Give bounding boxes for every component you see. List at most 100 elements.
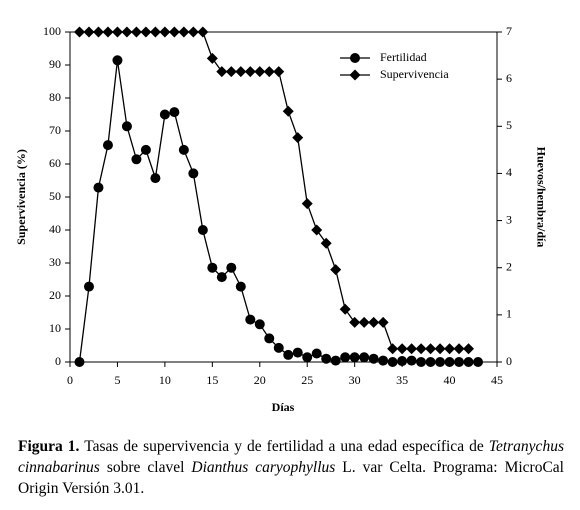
data-point	[406, 355, 417, 366]
chart: Días Supervivencia (%) Huevos/hembra/día…	[14, 24, 549, 414]
y2-tick-label: 0	[506, 354, 512, 368]
data-point	[444, 357, 455, 367]
data-point	[245, 314, 256, 325]
data-point	[197, 26, 209, 38]
data-point	[197, 225, 208, 235]
y-tick-label: 0	[55, 354, 61, 368]
legend-label: Supervivencia	[380, 67, 449, 81]
data-point	[321, 353, 332, 364]
data-point	[149, 26, 161, 38]
data-point	[311, 348, 322, 359]
caption-species: Dianthus caryophyllus	[191, 459, 336, 476]
data-point	[83, 281, 94, 292]
caption-text: sobre clavel	[99, 459, 192, 476]
data-point	[187, 26, 199, 38]
data-point	[159, 26, 171, 38]
data-point	[216, 272, 227, 283]
data-point	[178, 144, 189, 155]
data-point	[130, 26, 142, 38]
data-point	[435, 357, 446, 367]
data-point	[387, 357, 398, 367]
data-point	[368, 353, 379, 364]
data-point	[207, 262, 218, 273]
data-point	[397, 356, 408, 367]
data-point	[301, 198, 313, 210]
caption-text: L. var Celta. Programa: MicroCal Origin …	[18, 459, 564, 497]
data-point	[131, 154, 142, 165]
y-tick-label: 20	[49, 288, 61, 302]
x-tick-label: 20	[254, 373, 266, 387]
y-tick-label: 30	[49, 255, 61, 269]
x-tick-label: 15	[206, 373, 218, 387]
y-tick-label: 60	[49, 156, 61, 170]
y-tick-label: 90	[49, 57, 61, 71]
data-point	[396, 343, 408, 355]
data-point	[463, 343, 475, 355]
data-point	[254, 66, 266, 78]
x-tick-label: 30	[349, 373, 361, 387]
x-tick-label: 35	[396, 373, 408, 387]
data-point	[415, 343, 427, 355]
data-point	[92, 26, 104, 38]
data-point	[235, 66, 247, 78]
data-point	[473, 357, 484, 367]
data-point	[140, 144, 151, 155]
data-point	[102, 26, 114, 38]
data-point	[340, 352, 351, 363]
y2-tick-label: 3	[506, 212, 512, 226]
data-point	[169, 107, 180, 118]
legend-marker	[350, 53, 360, 63]
data-point	[178, 26, 190, 38]
data-point	[93, 182, 104, 193]
data-point	[444, 343, 456, 355]
data-point	[263, 66, 275, 78]
data-point	[188, 168, 199, 179]
series-line	[78, 60, 479, 363]
data-point	[425, 357, 436, 367]
data-point	[254, 319, 265, 330]
caption: Figura 1. Tasas de supervivencia y de fe…	[18, 436, 564, 499]
data-point	[283, 349, 294, 360]
x-tick-label: 25	[301, 373, 313, 387]
y-tick-label: 70	[49, 123, 61, 137]
y2-tick-label: 7	[506, 24, 512, 38]
data-point	[454, 357, 465, 367]
data-point	[302, 352, 313, 363]
data-point	[168, 26, 180, 38]
x-tick-label: 5	[114, 373, 120, 387]
data-point	[83, 26, 95, 38]
data-point	[339, 303, 351, 315]
data-point	[121, 26, 133, 38]
y-tick-label: 50	[49, 189, 61, 203]
data-point	[140, 26, 152, 38]
data-point	[225, 66, 237, 78]
data-point	[463, 357, 474, 367]
x-axis-label: Días	[272, 400, 295, 414]
data-point	[282, 105, 294, 117]
data-point	[425, 343, 437, 355]
data-point	[292, 132, 304, 144]
data-point	[406, 343, 418, 355]
x-tick-label: 40	[444, 373, 456, 387]
y-tick-label: 10	[49, 321, 61, 335]
x-tick-label: 0	[67, 373, 73, 387]
data-point	[330, 264, 342, 276]
data-point	[226, 262, 237, 273]
data-point	[330, 355, 341, 366]
y-tick-label: 100	[43, 24, 61, 38]
data-point	[111, 26, 123, 38]
data-point	[359, 352, 370, 363]
y2-axis-label: Huevos/hembra/día	[534, 147, 548, 248]
data-point	[416, 357, 427, 367]
y2-tick-label: 2	[506, 259, 512, 273]
data-point	[244, 66, 256, 78]
y2-tick-label: 1	[506, 307, 512, 321]
y-tick-label: 40	[49, 222, 61, 236]
data-point	[311, 224, 323, 236]
y-axis-label: Supervivencia (%)	[14, 149, 28, 245]
data-point	[206, 52, 218, 64]
data-point	[73, 26, 85, 38]
data-point	[349, 316, 361, 328]
data-point	[74, 357, 85, 367]
